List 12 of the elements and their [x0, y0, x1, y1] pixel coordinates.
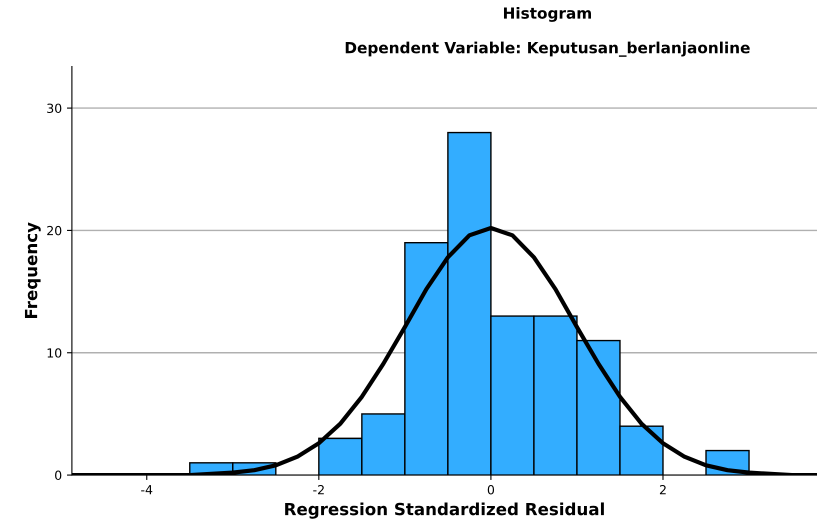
x-tick-label: 0 — [488, 485, 494, 494]
y-tick-label: 0 — [55, 470, 62, 480]
y-tick-label: 20 — [47, 226, 62, 236]
x-tick-label: -4 — [141, 485, 152, 494]
x-axis-title: Regression Standardized Residual — [285, 502, 604, 519]
y-tick-label: 10 — [48, 348, 62, 358]
y-axis-title: Frequency — [24, 222, 41, 318]
chart-subtitle: Dependent Variable: Keputusan_berlanjaonline — [346, 42, 750, 57]
y-tick-label: 30 — [47, 104, 62, 114]
chart-title: Histogram — [504, 7, 591, 22]
x-tick-label: 2 — [660, 485, 666, 494]
x-tick-label: -2 — [313, 485, 324, 494]
